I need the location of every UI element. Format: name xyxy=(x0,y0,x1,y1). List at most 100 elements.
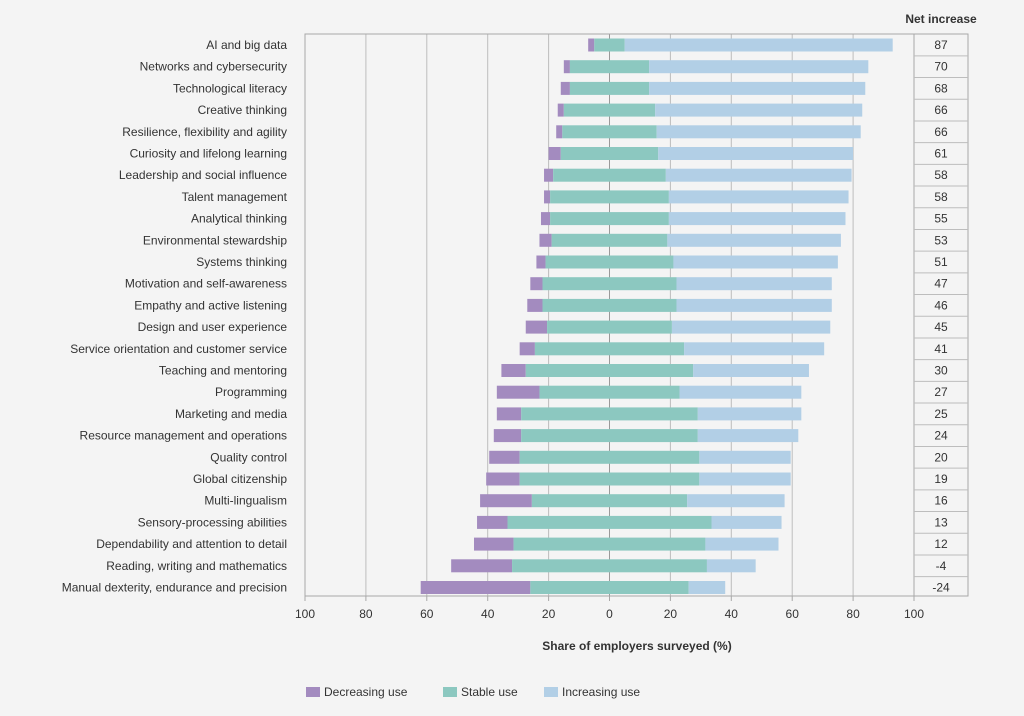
category-label: Service orientation and customer service xyxy=(70,342,287,356)
bar-decreasing-use xyxy=(557,103,564,117)
x-tick-label: 40 xyxy=(725,607,739,621)
bar-decreasing-use xyxy=(560,81,570,95)
bar-stable-use xyxy=(534,342,685,356)
bar-increasing-use xyxy=(705,537,779,551)
x-tick-label: 60 xyxy=(420,607,434,621)
bar-increasing-use xyxy=(624,38,893,52)
bar-increasing-use xyxy=(665,168,852,182)
bar-stable-use xyxy=(513,537,706,551)
bar-increasing-use xyxy=(655,103,863,117)
bar-stable-use xyxy=(542,298,677,312)
bar-decreasing-use xyxy=(540,212,551,226)
bar-increasing-use xyxy=(693,364,809,377)
bar-decreasing-use xyxy=(527,298,543,312)
bar-stable-use xyxy=(525,364,694,377)
x-tick-label: 40 xyxy=(481,607,495,621)
net-increase-value: 70 xyxy=(934,60,948,74)
bar-decreasing-use xyxy=(489,450,520,464)
x-tick-label: 0 xyxy=(606,607,613,621)
bars xyxy=(420,38,893,594)
net-increase-value: -24 xyxy=(932,581,950,595)
category-label: Programming xyxy=(215,385,287,399)
bar-stable-use xyxy=(542,277,677,291)
net-increase-value: 13 xyxy=(934,515,948,529)
net-increase-header: Net increase xyxy=(905,12,977,26)
x-tick-label: 80 xyxy=(846,607,860,621)
net-increase-value: 41 xyxy=(934,342,948,356)
category-label: Environmental stewardship xyxy=(143,233,287,247)
x-axis-label: Share of employers surveyed (%) xyxy=(542,639,731,653)
bar-increasing-use xyxy=(676,298,832,312)
category-label: Systems thinking xyxy=(196,255,287,269)
bar-decreasing-use xyxy=(525,320,548,334)
category-label: Creative thinking xyxy=(198,103,287,117)
category-label: Sensory-processing abilities xyxy=(138,515,287,529)
bar-increasing-use xyxy=(671,320,831,334)
net-increase-value: 55 xyxy=(934,212,948,226)
category-label: Multi-lingualism xyxy=(204,494,287,508)
bar-increasing-use xyxy=(699,450,791,464)
bar-decreasing-use xyxy=(486,472,520,486)
legend-label: Stable use xyxy=(461,685,518,699)
bar-increasing-use xyxy=(667,233,841,247)
net-increase-value: 47 xyxy=(934,277,948,291)
net-increase-value: 61 xyxy=(934,147,948,161)
category-label: Resource management and operations xyxy=(80,429,287,443)
bar-stable-use xyxy=(563,103,656,117)
legend-label: Increasing use xyxy=(562,685,640,699)
legend-swatch xyxy=(443,687,457,697)
category-label: Manual dexterity, endurance and precisio… xyxy=(62,581,287,595)
bar-decreasing-use xyxy=(501,364,526,377)
bar-increasing-use xyxy=(656,125,861,139)
net-increase-value: 12 xyxy=(934,537,948,551)
bar-decreasing-use xyxy=(420,581,531,594)
bar-decreasing-use xyxy=(563,60,570,74)
category-label: Global citizenship xyxy=(193,472,287,486)
bar-increasing-use xyxy=(687,494,785,508)
x-axis-ticks: 100 80 60 40 20 0 20 40 60 80 100 xyxy=(295,596,924,621)
net-increase-value: 20 xyxy=(934,450,948,464)
net-increase-value: 51 xyxy=(934,255,948,269)
bar-decreasing-use xyxy=(548,147,561,160)
bar-increasing-use xyxy=(668,190,849,204)
category-labels: AI and big data Networks and cybersecurit… xyxy=(62,38,288,595)
net-increase-value: -4 xyxy=(936,559,947,573)
bar-decreasing-use xyxy=(496,407,522,421)
bar-decreasing-use xyxy=(451,559,513,573)
bar-stable-use xyxy=(560,147,659,160)
category-label: Networks and cybersecurity xyxy=(140,60,287,74)
x-tick-label: 100 xyxy=(904,607,924,621)
category-label: Teaching and mentoring xyxy=(159,364,287,378)
net-increase-value: 66 xyxy=(934,103,948,117)
bar-stable-use xyxy=(530,581,689,594)
x-tick-label: 60 xyxy=(786,607,800,621)
bar-decreasing-use xyxy=(556,125,563,139)
bar-decreasing-use xyxy=(493,429,522,443)
bar-stable-use xyxy=(594,38,625,52)
bar-stable-use xyxy=(569,60,650,74)
bar-increasing-use xyxy=(673,255,838,269)
bar-decreasing-use xyxy=(480,494,532,508)
bar-increasing-use xyxy=(649,81,866,95)
bar-stable-use xyxy=(550,212,669,226)
net-increase-value: 68 xyxy=(934,81,948,95)
bar-increasing-use xyxy=(697,429,799,443)
net-increase-value: 53 xyxy=(934,233,948,247)
bar-stable-use xyxy=(521,429,698,443)
bar-decreasing-use xyxy=(544,168,554,182)
bar-increasing-use xyxy=(706,559,756,573)
bar-stable-use xyxy=(521,407,698,421)
category-label: Resilience, flexibility and agility xyxy=(122,125,287,139)
net-increase-value: 66 xyxy=(934,125,948,139)
bar-increasing-use xyxy=(679,385,802,399)
bar-increasing-use xyxy=(668,212,846,226)
bar-decreasing-use xyxy=(544,190,551,204)
bar-stable-use xyxy=(512,559,707,573)
bar-decreasing-use xyxy=(530,277,543,291)
net-increase-value: 46 xyxy=(934,298,948,312)
grid-lines xyxy=(305,34,914,596)
net-increase-value: 58 xyxy=(934,190,948,204)
bar-decreasing-use xyxy=(519,342,535,356)
category-label: Leadership and social influence xyxy=(119,168,287,182)
